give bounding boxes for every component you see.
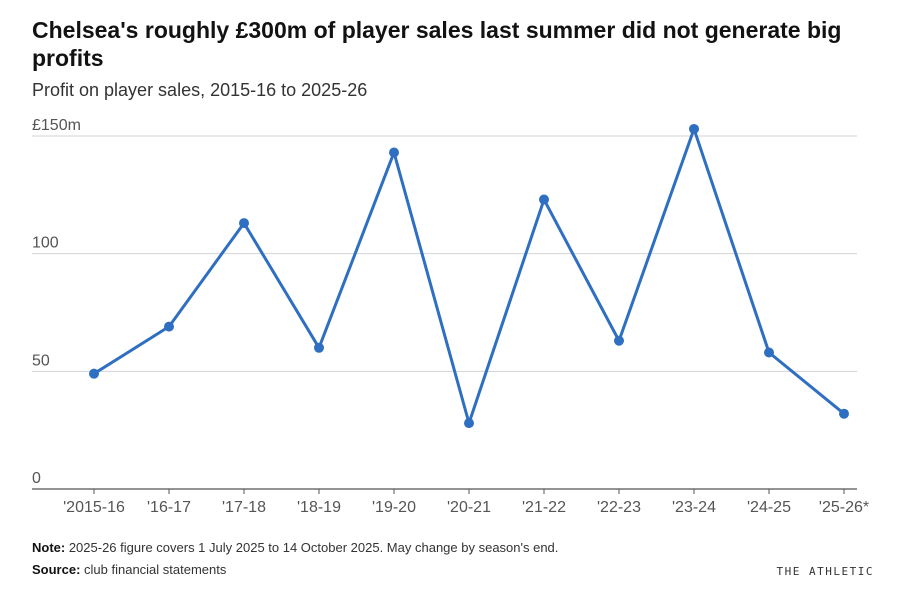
series-lines	[92, 127, 846, 425]
series-points	[89, 123, 849, 429]
data-point-10	[839, 408, 849, 419]
chart-note: Note: 2025-26 figure covers 1 July 2025 …	[32, 540, 558, 556]
data-point-9	[764, 347, 774, 358]
source-label: Source:	[32, 562, 81, 577]
x-tick-label-2: '17-18	[222, 499, 266, 516]
data-point-3	[314, 342, 324, 353]
x-tick-label-1: '16-17	[147, 499, 191, 516]
x-tick-label-8: '23-24	[672, 499, 716, 516]
data-point-2	[239, 218, 249, 229]
chart-subtitle: Profit on player sales, 2015-16 to 2025-…	[32, 80, 368, 100]
source-text: club financial statements	[80, 562, 227, 577]
series-line-0	[92, 127, 846, 425]
x-tick-label-0: '2015-16	[63, 499, 125, 516]
chart-source: Source: club financial statements	[32, 562, 226, 578]
x-tick-label-4: '19-20	[372, 499, 416, 516]
x-tick-label-7: '22-23	[597, 499, 641, 516]
data-point-1	[164, 321, 174, 332]
x-tick-label-9: '24-25	[747, 499, 791, 516]
data-point-7	[614, 335, 624, 346]
y-tick-label-0: 0	[32, 470, 41, 487]
x-tick-label-3: '18-19	[297, 499, 341, 516]
line-chart: 0 50 100 £150m '2015-16 '16-17 '17-18 '18-19 '1…	[32, 117, 869, 516]
y-tick-label-50: 50	[32, 352, 50, 369]
note-label: Note:	[32, 540, 66, 555]
brand-logo: THE ATHLETIC	[776, 565, 874, 578]
y-tick-label-100: 100	[32, 235, 59, 252]
x-tick-label-6: '21-22	[522, 499, 566, 516]
data-point-6	[539, 194, 549, 205]
data-point-4	[389, 147, 399, 158]
y-tick-label-150: £150m	[32, 117, 81, 134]
chart-title: Chelsea's roughly £300m of player sales …	[32, 17, 842, 71]
data-point-0	[89, 368, 99, 379]
gridlines	[32, 135, 857, 490]
x-tick-label-5: '20-21	[447, 499, 491, 516]
data-point-8	[689, 123, 699, 134]
data-point-5	[464, 418, 474, 429]
x-axis-labels: '2015-16 '16-17 '17-18 '18-19 '19-20 '20-21 '2…	[63, 489, 869, 516]
note-text: 2025-26 figure covers 1 July 2025 to 14 …	[65, 540, 559, 555]
x-tick-label-10: '25-26*	[819, 499, 869, 516]
y-axis-labels: 0 50 100 £150m	[32, 117, 81, 487]
